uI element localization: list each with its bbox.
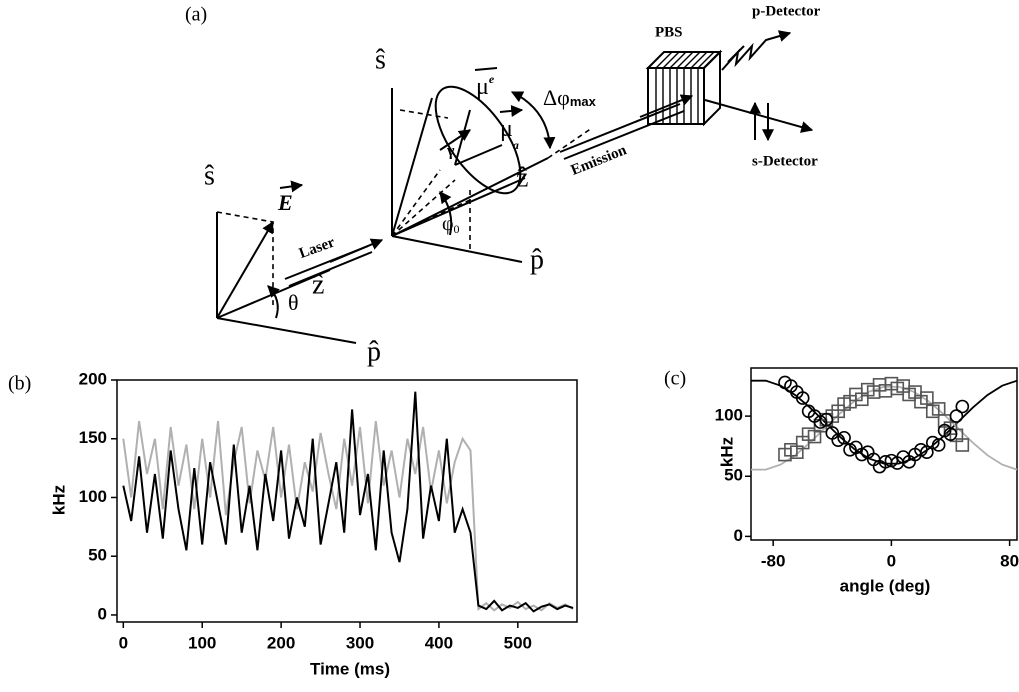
plot-frame xyxy=(116,379,578,623)
circle-point xyxy=(914,442,928,457)
axes xyxy=(391,88,549,263)
x-tick-label: 0 xyxy=(119,633,128,652)
s-beam xyxy=(704,99,814,133)
y-tick-label: 150 xyxy=(79,428,107,447)
dipole-label: μe xyxy=(476,72,495,100)
circle-point xyxy=(955,399,970,414)
circle-point xyxy=(819,412,834,427)
tilt-arc xyxy=(439,191,453,236)
beam xyxy=(559,103,685,160)
axis-label: ẑ xyxy=(312,269,324,300)
dipole-arrows xyxy=(439,109,503,166)
cone-angle-arc xyxy=(510,91,556,150)
x-tick-label: 500 xyxy=(504,633,532,652)
circle-point xyxy=(884,453,899,468)
circle-point xyxy=(931,438,946,452)
circle-point xyxy=(837,430,851,445)
beam-splitter xyxy=(645,49,723,127)
y-tick-label: 50 xyxy=(88,546,107,565)
projection xyxy=(399,109,593,250)
y-tick-label: 0 xyxy=(734,526,743,545)
line xyxy=(122,391,574,613)
cone-rim xyxy=(434,85,522,195)
circle-point xyxy=(920,445,934,459)
circle-point xyxy=(925,435,940,450)
circle-point xyxy=(943,427,958,441)
symbol: φ xyxy=(442,213,454,235)
projection xyxy=(216,211,274,305)
symbol: μ xyxy=(500,116,513,142)
symbol: Δφ xyxy=(543,85,570,110)
square-point xyxy=(920,391,934,405)
diagram: (a) ŝ p̂ ẑ E θ Laser ŝ p̂ ẑ μe μa Δφmax … xyxy=(185,3,821,367)
field-arrow xyxy=(216,220,274,319)
dipole-label: μa xyxy=(500,116,519,152)
subscript: a xyxy=(513,138,519,152)
x-axis-label: Time (ms) xyxy=(310,659,390,678)
cone-angle-label: Δφmax xyxy=(543,85,597,110)
circle-point xyxy=(813,415,828,429)
circle-point xyxy=(831,433,845,447)
splitter-label: PBS xyxy=(655,24,683,40)
detector-label: s-Detector xyxy=(752,153,818,169)
x-tick-label: 200 xyxy=(267,633,295,652)
detector-label: p-Detector xyxy=(752,3,821,19)
x-tick-label: 300 xyxy=(346,633,374,652)
x-tick-label: 0 xyxy=(887,551,896,570)
x-tick-label: 100 xyxy=(188,633,216,652)
cone xyxy=(391,97,526,237)
panel-label: (b) xyxy=(8,373,31,395)
polarization xyxy=(755,103,768,140)
circle-point xyxy=(795,391,810,405)
y-tick-label: 100 xyxy=(79,487,107,506)
field-label: E xyxy=(277,190,293,215)
beam-label: Emission xyxy=(569,142,630,179)
y-tick-label: 200 xyxy=(79,369,107,388)
x-tick-label: 400 xyxy=(425,633,453,652)
symbol: μ xyxy=(476,74,489,100)
cone-lines xyxy=(391,169,471,237)
circle-point xyxy=(949,409,964,423)
line xyxy=(122,420,574,612)
subscript: max xyxy=(570,94,597,109)
axis-label: ẑ xyxy=(516,162,528,193)
circle-point xyxy=(855,447,869,462)
axis-label: p̂ xyxy=(367,336,381,367)
angle-arc xyxy=(267,285,280,319)
y-tick-label: 50 xyxy=(724,466,743,485)
p-beam xyxy=(721,30,792,71)
vector-arrow xyxy=(279,180,304,193)
subscript: e xyxy=(489,72,495,86)
vector-arrows xyxy=(474,67,522,112)
x-tick-label: 80 xyxy=(1000,551,1019,570)
tilt-label: φ0 xyxy=(442,213,460,236)
rotation-label: γ xyxy=(446,143,455,160)
p-beam xyxy=(727,45,745,63)
y-axis-label: kHz xyxy=(49,485,68,515)
plot-frame xyxy=(750,367,1018,541)
axis-label: ŝ xyxy=(375,44,386,75)
axis-label: ŝ xyxy=(204,160,215,191)
angle-label: θ xyxy=(288,290,299,315)
beam-label: Laser xyxy=(297,234,337,262)
panel-label: (c) xyxy=(664,368,686,390)
y-tick-label: 0 xyxy=(98,604,107,623)
square-point xyxy=(955,438,970,452)
axis-label: p̂ xyxy=(530,244,544,275)
y-tick-label: 100 xyxy=(715,406,743,425)
x-axis-label: angle (deg) xyxy=(840,576,931,595)
panel-label: (a) xyxy=(185,4,207,26)
y-axis-label: kHz xyxy=(717,437,736,467)
circle-point xyxy=(843,442,857,457)
beam-arrow xyxy=(329,238,384,263)
x-tick-label: -80 xyxy=(761,551,786,570)
subscript: 0 xyxy=(454,222,460,236)
